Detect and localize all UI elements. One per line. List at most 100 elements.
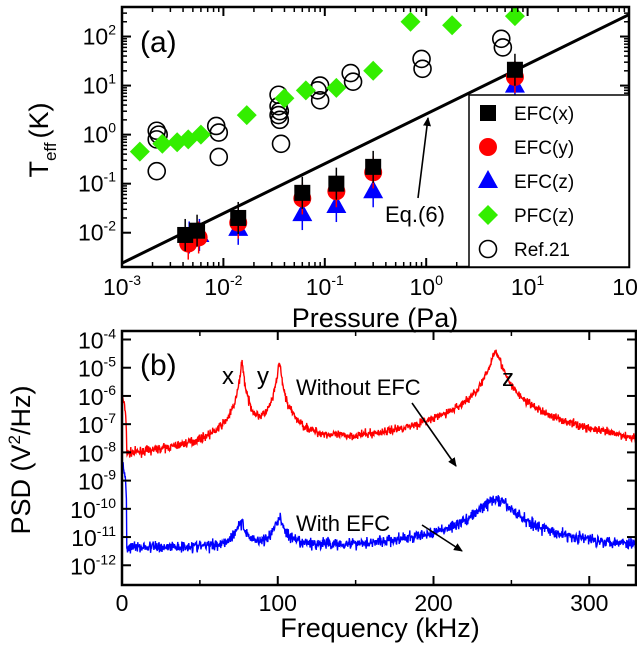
y-tick-label-exp: 2 (108, 22, 116, 38)
data-point (343, 72, 363, 91)
psd-title-main: PSD (V (6, 444, 36, 534)
data-point (413, 59, 432, 79)
x-tick-label-base: 10 (103, 274, 129, 300)
without-efc-annotation: Without EFC (296, 375, 457, 467)
x-tick-label-base: 10 (511, 274, 537, 300)
with-efc-arrow (421, 524, 463, 552)
peak-y-label: y (257, 363, 269, 390)
y-tick-label: 10-10 (70, 495, 116, 523)
data-point (326, 77, 347, 98)
data-point (294, 184, 311, 201)
y-title-sub: eff (41, 142, 60, 161)
x-tick-label: 100 (259, 590, 297, 616)
legend-box (468, 94, 630, 268)
y-tick-label-base: 10 (78, 356, 104, 382)
x-tick-label-exp: -3 (129, 272, 142, 288)
legend-label: EFC(y) (514, 138, 574, 159)
series-efc-x- (177, 53, 523, 251)
x-tick-label: 10-1 (306, 272, 344, 300)
y-tick-label: 10-6 (78, 382, 116, 410)
y-tick-label-base: 10 (78, 220, 104, 246)
y-tick-label: 10-4 (78, 325, 116, 353)
legend-marker (478, 170, 498, 188)
data-point (152, 133, 173, 154)
panel-a-marks (122, 7, 629, 265)
y-tick-label: 10-11 (71, 523, 116, 551)
data-point (236, 105, 257, 126)
y-tick-label: 10-5 (78, 354, 116, 382)
y-tick-label: 10-12 (70, 551, 116, 579)
y-tick-label-exp: 0 (108, 120, 116, 136)
data-point (209, 123, 229, 142)
y-tick-label-exp: -7 (104, 410, 117, 426)
data-point (147, 161, 167, 181)
x-tick-label: 102 (612, 272, 637, 300)
legend-label: Ref.21 (514, 240, 570, 261)
data-point (129, 141, 150, 162)
data-point (270, 110, 290, 130)
x-tick-label: 0 (116, 590, 129, 616)
y-tick-label-base: 10 (83, 122, 109, 148)
y-tick-label-base: 10 (70, 497, 96, 523)
y-title-unit: (K) (24, 102, 54, 138)
panel-b-frame (120, 329, 637, 587)
data-point (491, 29, 511, 49)
y-tick-label-exp: -12 (96, 551, 116, 567)
y-tick-label-base: 10 (71, 525, 97, 551)
x-tick-label: 100 (410, 272, 444, 300)
panel-b: 0 100 200 30010-410-510-610-710-810-910-101… (5, 325, 637, 643)
y-tick-label-exp: -1 (104, 169, 117, 185)
series-ref-21 (147, 29, 513, 181)
y-tick-label-exp: -4 (104, 325, 117, 341)
data-point (504, 7, 525, 27)
legend: EFC(x) EFC(y) EFC(z) PFC(z) Ref.21 (468, 94, 630, 268)
eq6-annotation: Eq.(6) (385, 117, 445, 227)
data-point (310, 91, 330, 110)
data-point (189, 222, 206, 239)
y-tick-label-base: 10 (78, 412, 104, 438)
panel-a-label: (a) (140, 26, 177, 59)
y-tick-label: 10-1 (78, 169, 116, 197)
data-point (400, 11, 421, 32)
x-tick-label: 200 (414, 590, 452, 616)
legend-marker (480, 105, 496, 121)
y-title-main: T (24, 161, 54, 178)
y-tick-label-base: 10 (78, 327, 104, 353)
spectrum-without-efc (122, 349, 636, 458)
x-tick-label-base: 10 (612, 274, 637, 300)
y-tick-label: 102 (83, 22, 117, 50)
y-tick-label-base: 10 (83, 24, 109, 50)
legend-label: EFC(z) (514, 172, 574, 193)
y-tick-label-exp: -9 (104, 467, 117, 483)
x-tick-label-exp: 0 (435, 272, 443, 288)
data-point (365, 158, 382, 175)
series-pfc-z- (129, 7, 525, 162)
panel-b-ticks: 0 100 200 30010-410-510-610-710-810-910-101… (70, 325, 636, 616)
y-tick-label-base: 10 (78, 469, 104, 495)
data-point (190, 124, 211, 145)
panel-b-marks (122, 349, 636, 554)
y-tick-label: 10-7 (78, 410, 116, 438)
x-tick-label: 300 (570, 590, 608, 616)
peak-z-label: z (502, 365, 514, 392)
eq6-label: Eq.(6) (385, 202, 445, 227)
spectrum-with-efc (122, 462, 636, 554)
with-efc-annotation: With EFC (296, 511, 463, 552)
data-point (341, 63, 360, 83)
y-tick-label-exp: 1 (108, 71, 116, 87)
x-tick-label-exp: -1 (331, 272, 344, 288)
data-point (147, 121, 167, 141)
legend-marker (478, 205, 498, 225)
y-tick-label-exp: -8 (104, 438, 117, 454)
data-point (230, 209, 247, 226)
legend-marker (478, 239, 498, 259)
legend-label: PFC(z) (514, 206, 574, 227)
psd-title-unit: /Hz) (6, 386, 36, 436)
data-point (493, 38, 513, 57)
panel-b-y-axis-title: PSD (V2/Hz) (5, 386, 36, 535)
data-point (328, 175, 345, 192)
x-tick-label-exp: 1 (536, 272, 544, 288)
